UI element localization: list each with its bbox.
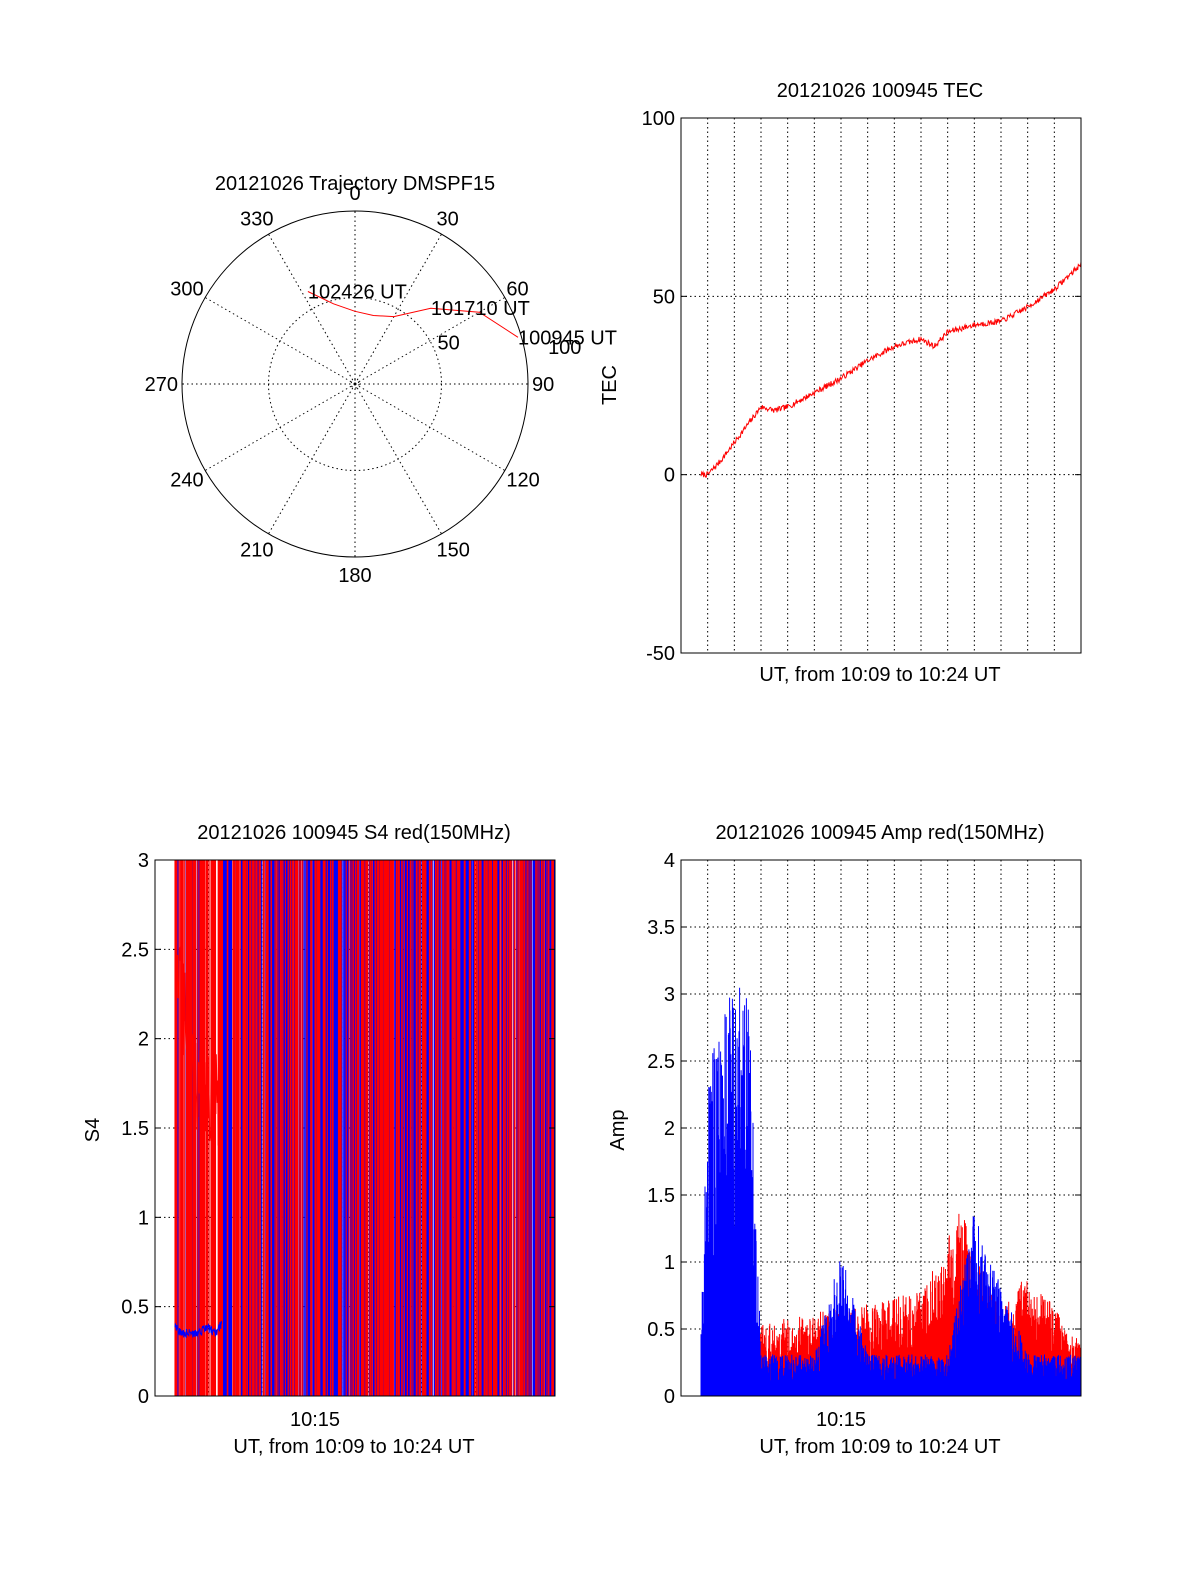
- trajectory-series: [307, 291, 519, 338]
- polar-angle-label: 240: [170, 470, 203, 492]
- polar-angle-labels: 0 30 60 90 120 150 180 210 240 270 300 330: [145, 183, 555, 587]
- trajectory-polar-chart: 20121026 Trajectory DMSPF15 0 30 60 90 120 15…: [145, 173, 617, 587]
- polar-angle-label: 30: [437, 209, 459, 231]
- amp-title: 20121026 100945 Amp red(150MHz): [715, 822, 1044, 844]
- amp-xlabel: UT, from 10:09 to 10:24 UT: [759, 1436, 1000, 1458]
- polar-angle-label: 0: [349, 183, 360, 205]
- polar-spoke-150: [354, 383, 442, 535]
- polar-radial-label: 50: [438, 332, 460, 354]
- s4-red-line: [174, 917, 223, 1209]
- y-tick-label: 2: [664, 1118, 675, 1140]
- tec-y-ticks: -50 0 50 100: [642, 108, 1081, 665]
- s4-chart: 20121026 100945 S4 red(150MHz) 0 0.5 1 1.5 2…: [82, 822, 556, 1458]
- s4-x-ticks: 10:15: [290, 1409, 340, 1431]
- tec-grid: [681, 118, 1081, 653]
- y-tick-label: 0.5: [647, 1319, 675, 1341]
- polar-grid: [182, 211, 528, 557]
- y-tick-label: 1.5: [647, 1185, 675, 1207]
- s4-series: [174, 860, 555, 1396]
- y-tick-label: 0: [138, 1386, 149, 1408]
- trajectory-line: [307, 291, 519, 338]
- y-tick-label: 2: [138, 1029, 149, 1051]
- polar-spoke-120: [354, 383, 506, 471]
- amp-x-ticks: 10:15: [816, 1409, 866, 1431]
- polar-angle-label: 120: [506, 470, 539, 492]
- y-tick-label: 2.5: [647, 1051, 675, 1073]
- polar-angle-label: 150: [437, 539, 470, 561]
- tec-title: 20121026 100945 TEC: [777, 80, 983, 102]
- polar-spoke-210: [268, 383, 356, 535]
- y-tick-label: 50: [653, 286, 675, 308]
- s4-blue-line: [174, 1320, 223, 1338]
- tec-series: [700, 261, 1082, 478]
- trajectory-annotation: 102426 UT: [308, 282, 407, 304]
- polar-angle-label: 180: [338, 565, 371, 587]
- s4-y-ticks: 0 0.5 1 1.5 2 2.5 3: [121, 850, 555, 1408]
- y-tick-label: 1: [664, 1252, 675, 1274]
- polar-spoke-240: [204, 383, 356, 471]
- y-tick-label: 1.5: [121, 1118, 149, 1140]
- polar-frame: [181, 210, 529, 558]
- tec-ylabel: TEC: [599, 365, 621, 405]
- s4-xlabel: UT, from 10:09 to 10:24 UT: [233, 1436, 474, 1458]
- amp-series: [700, 987, 1082, 1396]
- polar-spoke-30: [354, 233, 442, 385]
- amp-blue-spikes: [700, 987, 1082, 1396]
- y-tick-label: -50: [646, 643, 675, 665]
- trajectory-annotation: 101710 UT: [431, 298, 530, 320]
- polar-angle-label: 60: [506, 279, 528, 301]
- y-tick-label: 0: [664, 465, 675, 487]
- tec-xlabel: UT, from 10:09 to 10:24 UT: [759, 664, 1000, 686]
- s4-red-spikes: [174, 860, 554, 1396]
- tec-line: [700, 261, 1082, 478]
- y-tick-label: 100: [642, 108, 675, 130]
- amp-ylabel: Amp: [607, 1109, 629, 1150]
- amp-y-ticks: 0 0.5 1 1.5 2 2.5 3 3.5 4: [647, 850, 1081, 1408]
- polar-angle-label: 270: [145, 374, 178, 396]
- y-tick-label: 3.5: [647, 917, 675, 939]
- tec-chart: 20121026 100945 TEC -50 0 50 100 UT, from 1…: [599, 80, 1082, 686]
- s4-title: 20121026 100945 S4 red(150MHz): [197, 822, 511, 844]
- x-tick-label: 10:15: [816, 1409, 866, 1431]
- amp-chart: 20121026 100945 Amp red(150MHz) 0 0.5 1 1.5…: [607, 822, 1082, 1458]
- y-tick-label: 3: [664, 984, 675, 1006]
- y-tick-label: 3: [138, 850, 149, 872]
- s4-ylabel: S4: [82, 1118, 104, 1142]
- y-tick-label: 1: [138, 1207, 149, 1229]
- polar-angle-label: 90: [532, 374, 554, 396]
- polar-radial-labels: 50 100: [438, 332, 582, 359]
- polar-grid-center: [350, 379, 360, 389]
- polar-radial-label: 100: [548, 337, 581, 359]
- y-tick-label: 2.5: [121, 939, 149, 961]
- y-tick-label: 0: [664, 1386, 675, 1408]
- trajectory-title: 20121026 Trajectory DMSPF15: [215, 173, 495, 195]
- polar-angle-label: 300: [170, 279, 203, 301]
- polar-spoke-330: [268, 233, 356, 385]
- y-tick-label: 4: [664, 850, 675, 872]
- polar-angle-label: 330: [240, 209, 273, 231]
- x-tick-label: 10:15: [290, 1409, 340, 1431]
- tec-plot-frame: [680, 117, 1082, 654]
- polar-angle-label: 210: [240, 539, 273, 561]
- polar-spoke-300: [204, 297, 356, 385]
- y-tick-label: 0.5: [121, 1297, 149, 1319]
- trajectory-annotation: 100945 UT: [518, 327, 617, 349]
- trajectory-annotations: 102426 UT 101710 UT 100945 UT: [308, 282, 617, 350]
